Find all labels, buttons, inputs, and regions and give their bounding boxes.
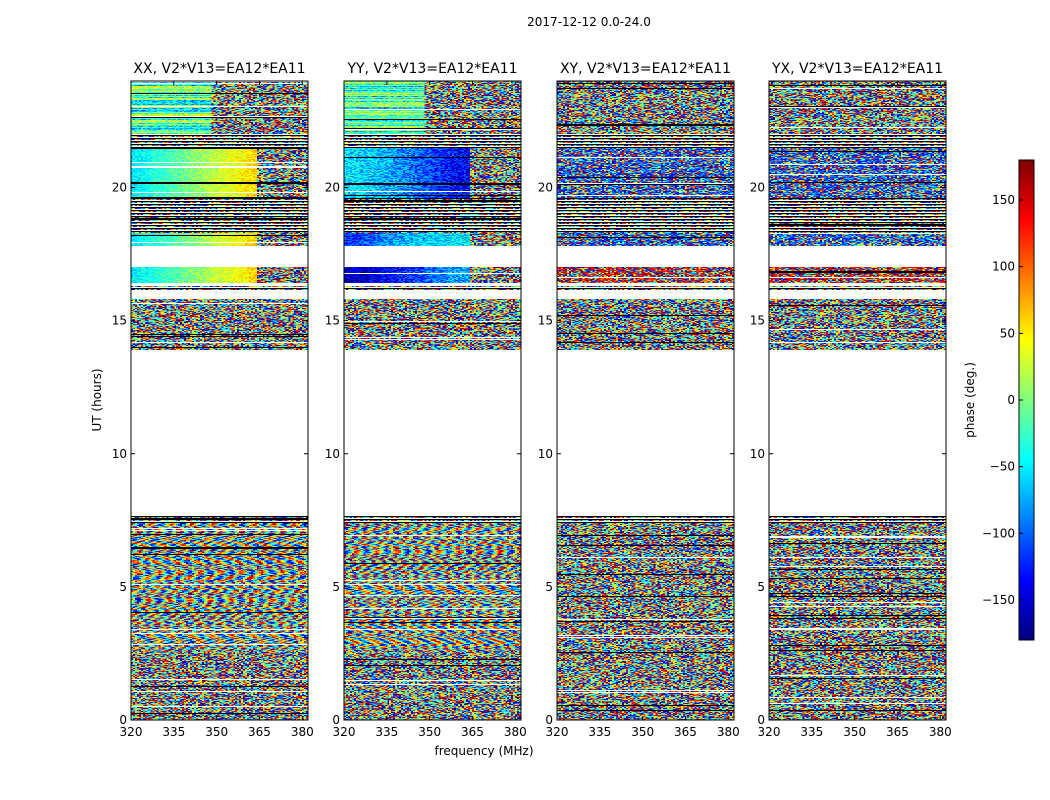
figure-suptitle: 2017-12-12 0.0-24.0 bbox=[527, 15, 651, 29]
x-tick-label: 335 bbox=[588, 725, 611, 739]
heatmap-image bbox=[557, 81, 734, 720]
x-tick-label: 365 bbox=[886, 725, 909, 739]
heatmap-image bbox=[344, 81, 521, 720]
colorbar-tick-label: 100 bbox=[992, 260, 1015, 274]
x-tick-label: 335 bbox=[375, 725, 398, 739]
x-tick-label: 365 bbox=[674, 725, 697, 739]
panels-group: XX, V2*V13=EA12*EA11 320 335 350 365 380 0 5 10 1… bbox=[112, 61, 952, 739]
heatmap-image bbox=[769, 81, 946, 720]
panel-yy: YY, V2*V13=EA12*EA11 320 335 350 365 380 0 5 10 1… bbox=[325, 61, 527, 739]
y-tick-label: 20 bbox=[750, 181, 765, 195]
y-tick-label: 5 bbox=[332, 580, 340, 594]
colorbar: −150 −100 −50 0 50 100 150 bbox=[982, 159, 1035, 641]
y-tick-label: 20 bbox=[538, 181, 553, 195]
x-tick-label: 350 bbox=[418, 725, 441, 739]
colorbar-tick-label: −150 bbox=[982, 593, 1015, 607]
colorbar-tick-label: 50 bbox=[1000, 326, 1015, 340]
panel-yx: YX, V2*V13=EA12*EA11 320 335 350 365 380 0 5 10 1… bbox=[750, 61, 952, 739]
panel-title: YY, V2*V13=EA12*EA11 bbox=[346, 61, 517, 77]
y-tick-label: 15 bbox=[112, 314, 127, 328]
heatmap-image bbox=[131, 81, 308, 720]
x-tick-label: 320 bbox=[758, 725, 781, 739]
x-tick-label: 350 bbox=[843, 725, 866, 739]
x-tick-label: 380 bbox=[929, 725, 952, 739]
x-tick-label: 320 bbox=[333, 725, 356, 739]
panel-xy: XY, V2*V13=EA12*EA11 320 335 350 365 380 0 5 10 1… bbox=[538, 61, 740, 739]
colorbar-tick-label: −50 bbox=[990, 460, 1015, 474]
y-tick-label: 10 bbox=[112, 447, 127, 461]
colorbar-tick-label: 150 bbox=[992, 193, 1015, 207]
x-tick-label: 365 bbox=[248, 725, 271, 739]
y-tick-label: 10 bbox=[538, 447, 553, 461]
y-tick-label: 0 bbox=[545, 713, 553, 727]
x-tick-label: 365 bbox=[461, 725, 484, 739]
x-tick-label: 380 bbox=[291, 725, 314, 739]
panel-frame bbox=[768, 80, 947, 721]
panel-title: YX, V2*V13=EA12*EA11 bbox=[771, 61, 943, 77]
y-tick-label: 5 bbox=[757, 580, 765, 594]
colorbar-tick-label: 0 bbox=[1007, 393, 1015, 407]
panel-title: XY, V2*V13=EA12*EA11 bbox=[560, 61, 731, 77]
colorbar-tick-label: −100 bbox=[982, 526, 1015, 540]
x-tick-label: 320 bbox=[546, 725, 569, 739]
x-tick-label: 320 bbox=[120, 725, 143, 739]
x-tick-label: 350 bbox=[631, 725, 654, 739]
y-tick-label: 15 bbox=[325, 314, 340, 328]
y-tick-label: 10 bbox=[750, 447, 765, 461]
y-tick-label: 0 bbox=[332, 713, 340, 727]
y-tick-label: 0 bbox=[757, 713, 765, 727]
panel-title: XX, V2*V13=EA12*EA11 bbox=[133, 61, 305, 77]
x-tick-label: 335 bbox=[162, 725, 185, 739]
panel-frame bbox=[130, 80, 309, 721]
y-tick-label: 15 bbox=[750, 314, 765, 328]
y-tick-label: 20 bbox=[325, 181, 340, 195]
x-tick-label: 380 bbox=[717, 725, 740, 739]
y-tick-label: 0 bbox=[119, 713, 127, 727]
y-tick-label: 5 bbox=[119, 580, 127, 594]
y-tick-label: 20 bbox=[112, 181, 127, 195]
x-tick-label: 380 bbox=[504, 725, 527, 739]
panel-xx: XX, V2*V13=EA12*EA11 320 335 350 365 380 0 5 10 1… bbox=[112, 61, 314, 739]
y-tick-label: 5 bbox=[545, 580, 553, 594]
y-tick-label: 15 bbox=[538, 314, 553, 328]
x-tick-label: 335 bbox=[800, 725, 823, 739]
colorbar-label: phase (deg.) bbox=[963, 362, 977, 438]
panel-frame bbox=[343, 80, 522, 721]
y-axis-label: UT (hours) bbox=[90, 368, 104, 431]
y-tick-label: 10 bbox=[325, 447, 340, 461]
x-tick-label: 350 bbox=[205, 725, 228, 739]
panel-frame bbox=[556, 80, 735, 721]
x-axis-label: frequency (MHz) bbox=[434, 744, 533, 758]
